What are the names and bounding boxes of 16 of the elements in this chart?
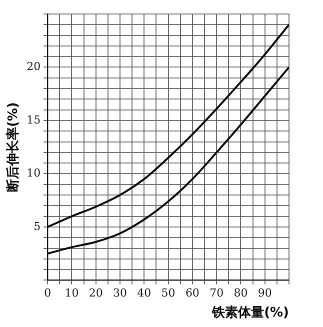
y-tick-label: 15 bbox=[26, 113, 41, 126]
y-axis-title: 断后伸长率(%) bbox=[5, 102, 22, 192]
x-axis-title: 铁素体量(%) bbox=[211, 304, 289, 321]
x-tick-label: 90 bbox=[258, 286, 272, 300]
x-tick-label: 20 bbox=[88, 286, 103, 300]
x-tick-label: 40 bbox=[137, 286, 152, 300]
y-tick-label: 20 bbox=[26, 60, 41, 74]
y-tick-label: 10 bbox=[26, 166, 41, 180]
x-tick-label: 50 bbox=[161, 286, 176, 300]
x-tick-label: 70 bbox=[210, 286, 224, 300]
x-tick-label: 0 bbox=[44, 286, 52, 300]
x-tick-label: 60 bbox=[185, 286, 200, 300]
x-tick-label: 80 bbox=[234, 286, 248, 300]
x-tick-label: 10 bbox=[64, 286, 79, 300]
y-tick-label: 5 bbox=[34, 220, 41, 233]
x-tick-label: 30 bbox=[113, 286, 128, 300]
